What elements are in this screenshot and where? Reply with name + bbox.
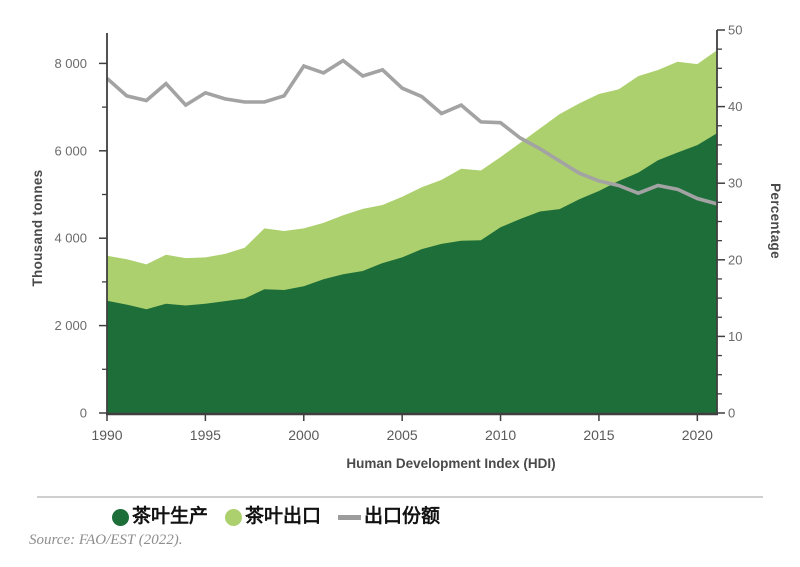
left-tick-label: 0 bbox=[80, 406, 87, 421]
x-tick-label: 2020 bbox=[682, 427, 713, 443]
right-tick-label: 10 bbox=[728, 329, 742, 344]
share-marker-icon bbox=[338, 514, 362, 520]
left-tick-label: 2 000 bbox=[54, 318, 87, 333]
right-axis-title: Percentage bbox=[768, 183, 783, 259]
right-tick-label: 40 bbox=[728, 99, 742, 114]
legend-label-production: 茶叶生产 bbox=[132, 506, 209, 527]
x-axis-title: Human Development Index (HDI) bbox=[346, 456, 555, 471]
x-tick-label: 2000 bbox=[288, 427, 319, 443]
legend-label-export: 茶叶出口 bbox=[245, 506, 322, 527]
x-tick-label: 2010 bbox=[485, 427, 516, 443]
left-axis-title: Thousand tonnes bbox=[30, 170, 45, 287]
legend-item-share: 出口份额 bbox=[338, 505, 440, 529]
left-tick-label: 8 000 bbox=[54, 56, 87, 71]
production-area bbox=[107, 133, 717, 414]
left-tick-label: 4 000 bbox=[54, 231, 87, 246]
right-tick-label: 0 bbox=[728, 406, 735, 421]
x-tick-label: 1990 bbox=[91, 427, 122, 443]
right-tick-label: 30 bbox=[728, 176, 742, 191]
right-tick-label: 20 bbox=[728, 252, 742, 267]
right-tick-label: 50 bbox=[728, 23, 742, 38]
legend: 茶叶生产 茶叶出口 出口份额 bbox=[112, 505, 457, 529]
x-tick-label: 2005 bbox=[387, 427, 418, 443]
export-marker-icon bbox=[225, 508, 243, 526]
left-tick-label: 6 000 bbox=[54, 143, 87, 158]
share-line bbox=[105, 58, 718, 206]
chart-canvas: 0 2 000 4 000 6 000 8 000 0 10 20 30 40 50 1990 1995… bbox=[30, 23, 783, 472]
production-marker-icon bbox=[112, 508, 129, 526]
legend-item-production: 茶叶生产 bbox=[112, 505, 208, 529]
source-note: Source: FAO/EST (2022). bbox=[29, 532, 183, 548]
legend-item-export: 茶叶出口 bbox=[225, 505, 321, 529]
legend-divider bbox=[37, 496, 763, 498]
x-tick-label: 1995 bbox=[190, 427, 221, 443]
legend-label-share: 出口份额 bbox=[364, 506, 441, 527]
chart-generated-content: 0 2 000 4 000 6 000 8 000 0 10 20 30 40 50 1990 1995… bbox=[54, 23, 742, 444]
x-tick-label: 2015 bbox=[583, 427, 614, 443]
